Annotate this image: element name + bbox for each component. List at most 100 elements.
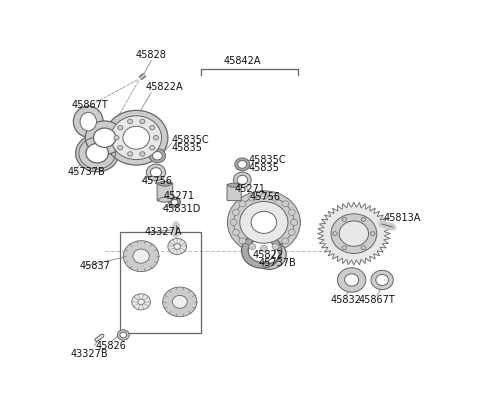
Circle shape <box>288 229 295 235</box>
Circle shape <box>153 152 162 160</box>
Ellipse shape <box>80 112 96 131</box>
Circle shape <box>140 152 145 156</box>
Circle shape <box>128 152 133 156</box>
Circle shape <box>132 294 150 310</box>
Circle shape <box>371 232 375 236</box>
Text: 43327B: 43327B <box>70 349 108 359</box>
Circle shape <box>291 219 298 225</box>
Circle shape <box>150 145 155 150</box>
Circle shape <box>117 330 129 340</box>
Circle shape <box>239 201 246 207</box>
Text: 45867T: 45867T <box>359 296 396 306</box>
Bar <box>120 232 202 334</box>
Circle shape <box>345 274 359 286</box>
Circle shape <box>249 244 256 250</box>
Circle shape <box>361 217 366 222</box>
Circle shape <box>120 332 127 338</box>
Circle shape <box>232 229 240 235</box>
Circle shape <box>331 214 377 253</box>
FancyBboxPatch shape <box>157 183 173 201</box>
Circle shape <box>86 143 108 163</box>
Circle shape <box>114 135 119 140</box>
Circle shape <box>233 172 251 188</box>
Circle shape <box>154 135 158 140</box>
Circle shape <box>230 219 237 225</box>
Text: 45842A: 45842A <box>224 56 261 66</box>
Circle shape <box>128 119 133 124</box>
Circle shape <box>272 195 279 201</box>
Text: 45826: 45826 <box>96 342 127 352</box>
Circle shape <box>146 164 166 181</box>
Circle shape <box>248 239 275 262</box>
Circle shape <box>105 110 168 165</box>
Text: 45867T: 45867T <box>71 100 108 110</box>
Circle shape <box>260 193 267 199</box>
Circle shape <box>272 244 279 250</box>
Circle shape <box>94 128 116 148</box>
Circle shape <box>260 245 267 252</box>
Circle shape <box>111 116 162 160</box>
Circle shape <box>240 201 288 243</box>
Circle shape <box>123 241 159 272</box>
Text: 45835: 45835 <box>172 143 203 153</box>
Circle shape <box>361 246 366 250</box>
Circle shape <box>138 299 144 305</box>
Circle shape <box>123 126 150 149</box>
Circle shape <box>249 195 256 201</box>
Ellipse shape <box>228 183 240 187</box>
Circle shape <box>76 135 119 172</box>
Circle shape <box>172 296 187 308</box>
Circle shape <box>288 209 295 215</box>
Text: 45835C: 45835C <box>172 135 209 145</box>
Text: 45737B: 45737B <box>67 168 105 178</box>
Circle shape <box>232 209 240 215</box>
Ellipse shape <box>73 106 103 137</box>
Text: 43327A: 43327A <box>144 227 182 237</box>
Circle shape <box>376 275 388 285</box>
Text: 45832: 45832 <box>330 296 361 306</box>
Circle shape <box>118 145 123 150</box>
Circle shape <box>342 246 347 250</box>
Ellipse shape <box>158 198 172 202</box>
Circle shape <box>163 287 197 317</box>
Text: 45813A: 45813A <box>384 213 421 223</box>
Text: 45822: 45822 <box>252 250 284 260</box>
Circle shape <box>133 249 149 263</box>
Circle shape <box>241 233 282 268</box>
Circle shape <box>282 201 289 207</box>
Circle shape <box>85 121 124 154</box>
Circle shape <box>149 149 166 163</box>
FancyBboxPatch shape <box>227 184 241 201</box>
Text: 45831D: 45831D <box>162 204 201 214</box>
Circle shape <box>140 119 145 124</box>
Circle shape <box>238 161 247 168</box>
Text: 45756: 45756 <box>141 176 172 186</box>
Circle shape <box>333 232 337 236</box>
Circle shape <box>150 125 155 130</box>
Circle shape <box>171 199 178 205</box>
Circle shape <box>259 246 279 263</box>
Text: 45271: 45271 <box>163 191 194 201</box>
Text: 45822A: 45822A <box>145 82 183 92</box>
Circle shape <box>337 268 366 292</box>
Text: 45835: 45835 <box>249 163 280 173</box>
Circle shape <box>168 197 180 207</box>
Circle shape <box>252 240 286 269</box>
Polygon shape <box>317 202 390 265</box>
Circle shape <box>239 238 246 244</box>
Text: 45756: 45756 <box>250 191 281 201</box>
Circle shape <box>174 244 180 249</box>
Text: 45835C: 45835C <box>249 155 287 165</box>
Circle shape <box>228 191 300 254</box>
Circle shape <box>371 270 393 290</box>
Text: 45737B: 45737B <box>259 258 297 268</box>
Text: 45828: 45828 <box>136 51 167 61</box>
Ellipse shape <box>158 181 172 186</box>
Circle shape <box>235 158 250 171</box>
Circle shape <box>118 125 123 130</box>
Circle shape <box>282 238 289 244</box>
Circle shape <box>168 238 186 255</box>
Circle shape <box>339 221 369 246</box>
Circle shape <box>150 168 162 177</box>
Text: 45837: 45837 <box>79 261 110 271</box>
